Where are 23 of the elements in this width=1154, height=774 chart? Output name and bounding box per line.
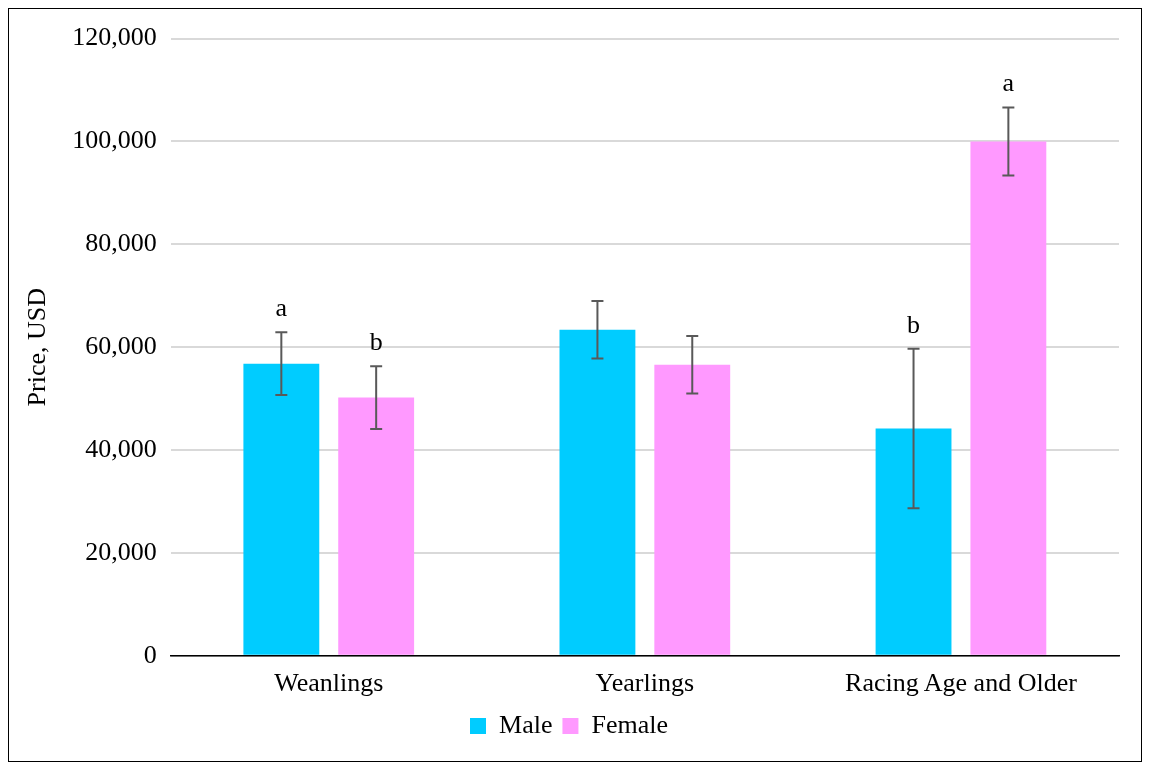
bar — [875, 428, 952, 655]
annotation: a — [1002, 68, 1015, 98]
x-tick-label: Racing Age and Older — [845, 668, 1078, 698]
x-tick-label: Weanlings — [274, 668, 384, 698]
y-tick-label: 80,000 — [85, 228, 157, 258]
bar — [654, 364, 731, 655]
annotation: b — [369, 327, 383, 357]
y-tick-label: 100,000 — [72, 125, 157, 155]
y-tick-label: 0 — [143, 639, 157, 669]
y-tick-label: 20,000 — [85, 536, 157, 566]
legend-label: Female — [591, 709, 668, 739]
bar — [243, 363, 320, 655]
y-tick-label: 60,000 — [85, 331, 157, 361]
bar — [559, 329, 636, 655]
annotation: b — [907, 309, 921, 339]
y-tick-label: 40,000 — [85, 433, 157, 463]
bar — [970, 141, 1047, 655]
y-tick-label: 120,000 — [72, 22, 157, 52]
y-axis-title: Price, USD — [22, 287, 52, 407]
legend-label: Male — [499, 709, 553, 739]
annotation: a — [275, 293, 288, 323]
bar — [338, 397, 415, 655]
x-tick-label: Yearlings — [595, 668, 695, 698]
